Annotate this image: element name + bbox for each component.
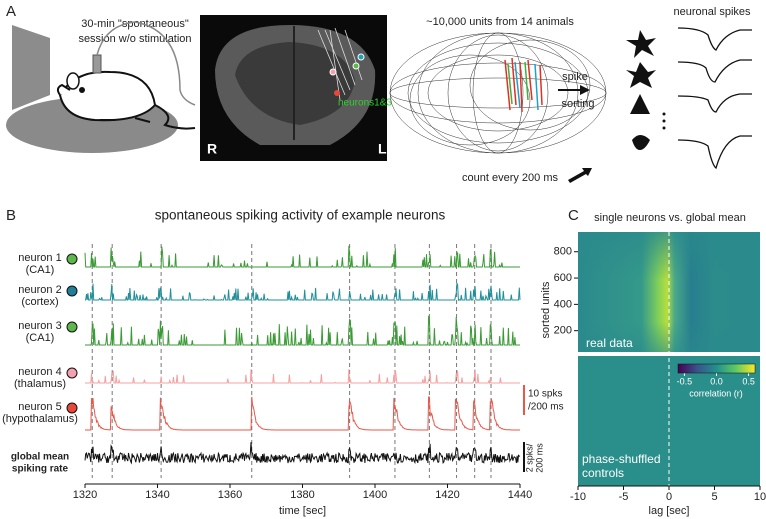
hemisphere-label: L [378, 141, 387, 157]
count-text: count every 200 ms [462, 172, 558, 184]
y-tick-label: 600 [554, 272, 572, 284]
shuffled-label: phase-shuffled [582, 452, 661, 466]
neuron-trace [85, 396, 520, 431]
scale-label: /200 ms [528, 402, 564, 413]
mesh-brain [389, 32, 607, 154]
neuron-region: (thalamus) [14, 378, 66, 390]
colorbar-tick-label: 0.0 [710, 376, 723, 386]
y-axis-label: sorted units [540, 281, 552, 338]
neuron-region: (hypothalamus) [2, 413, 78, 425]
x-tick-label: 1360 [218, 489, 242, 501]
site [352, 62, 360, 70]
panel-label: B [6, 207, 16, 224]
mouse-eye [79, 87, 85, 93]
global-trace [84, 442, 521, 465]
x-tick-label: 5 [711, 491, 717, 503]
probe-label: neurons1&3 [338, 98, 392, 109]
panel-title: single neurons vs. global mean [594, 212, 746, 224]
y-tick-label: 800 [554, 246, 572, 258]
x-tick-label: 1320 [73, 489, 97, 501]
ellipsis [662, 112, 666, 130]
neuron-dot [66, 367, 78, 379]
setup-text: 30-min "spontaneous" [81, 18, 189, 30]
sorting-text: spike [562, 71, 588, 83]
neuron-name: neuron 4 [18, 366, 61, 378]
neuron-name: neuron 3 [18, 320, 61, 332]
probe-tracks [317, 27, 363, 101]
global-label: global mean [11, 452, 69, 463]
panel-b: neuron 1(CA1)neuron 2(cortex)neuron 3(CA… [2, 244, 564, 517]
units-text: ~10,000 units from 14 animals [426, 16, 574, 28]
screen [12, 25, 50, 110]
x-tick-label: 0 [666, 491, 672, 503]
neuron-region: (cortex) [21, 296, 58, 308]
neuron-dot [66, 253, 78, 265]
neuron-trace [84, 245, 520, 268]
x-tick-label: 10 [754, 491, 766, 503]
spikes-title: neuronal spikes [673, 6, 751, 18]
neuron-dot [66, 321, 78, 333]
x-tick-label: 1340 [145, 489, 169, 501]
neuron-dot [66, 285, 78, 297]
mouse-tail [154, 104, 196, 130]
shuffled-label: controls [582, 466, 624, 480]
mouse-ear [66, 72, 80, 90]
x-axis-label: time [sec] [279, 505, 326, 517]
neuron-dot [66, 402, 78, 414]
probe-tracks [507, 61, 529, 105]
probe-tracks [514, 61, 539, 111]
x-axis-label: lag [sec] [649, 505, 690, 517]
mouse-feet [100, 117, 151, 123]
colorbar-tick-label: -0.5 [677, 376, 693, 386]
neuron-trace [85, 281, 521, 302]
neuron-name: neuron 2 [18, 284, 61, 296]
x-tick-label: 1380 [290, 489, 314, 501]
arrow [568, 168, 592, 183]
scale-label: 10 spks [528, 389, 562, 400]
x-tick-label: 1420 [435, 489, 459, 501]
neuron-name: neuron 5 [18, 401, 61, 413]
panel-label: A [6, 3, 16, 20]
panel-title: spontaneous spiking activity of example … [155, 208, 446, 223]
site [357, 53, 365, 61]
neuron-trace [85, 369, 520, 385]
neuron-trace [85, 315, 520, 347]
sorting-text: sorting [561, 98, 594, 110]
global-label: spiking rate [12, 464, 69, 475]
neuron-region: (CA1) [26, 264, 55, 276]
hemisphere-label: R [207, 141, 217, 157]
panel-label: C [568, 207, 579, 224]
colorbar-tick-label: 0.5 [742, 376, 755, 386]
panel-c: 200 400 600 800 -10 -5 0 5 10 -0.5 0.0 0.5 [554, 232, 766, 503]
neuron-region: (CA1) [26, 332, 55, 344]
mouse-head [56, 83, 71, 96]
colorbar-label: correlation (r) [689, 388, 743, 398]
scale-label: 2 spks/ [524, 443, 534, 472]
scale-label: 200 ms [534, 443, 544, 473]
colorbar [677, 363, 756, 374]
x-tick-label: -10 [570, 491, 586, 503]
arrow [558, 85, 590, 95]
y-tick-label: 200 [554, 325, 572, 337]
site [329, 68, 337, 76]
site [334, 90, 340, 96]
x-tick-label: 1440 [508, 489, 532, 501]
neuron-name: neuron 1 [18, 252, 61, 264]
neuron-icons [624, 30, 656, 160]
x-tick-label: 1400 [363, 489, 387, 501]
implant [92, 54, 102, 74]
setup-text: session w/o stimulation [78, 33, 191, 45]
probe-tracks [504, 57, 543, 113]
real-label: real data [586, 336, 633, 350]
x-tick-label: -5 [619, 491, 629, 503]
cable [96, 21, 196, 106]
y-tick-label: 400 [554, 298, 572, 310]
waveforms [677, 27, 752, 170]
